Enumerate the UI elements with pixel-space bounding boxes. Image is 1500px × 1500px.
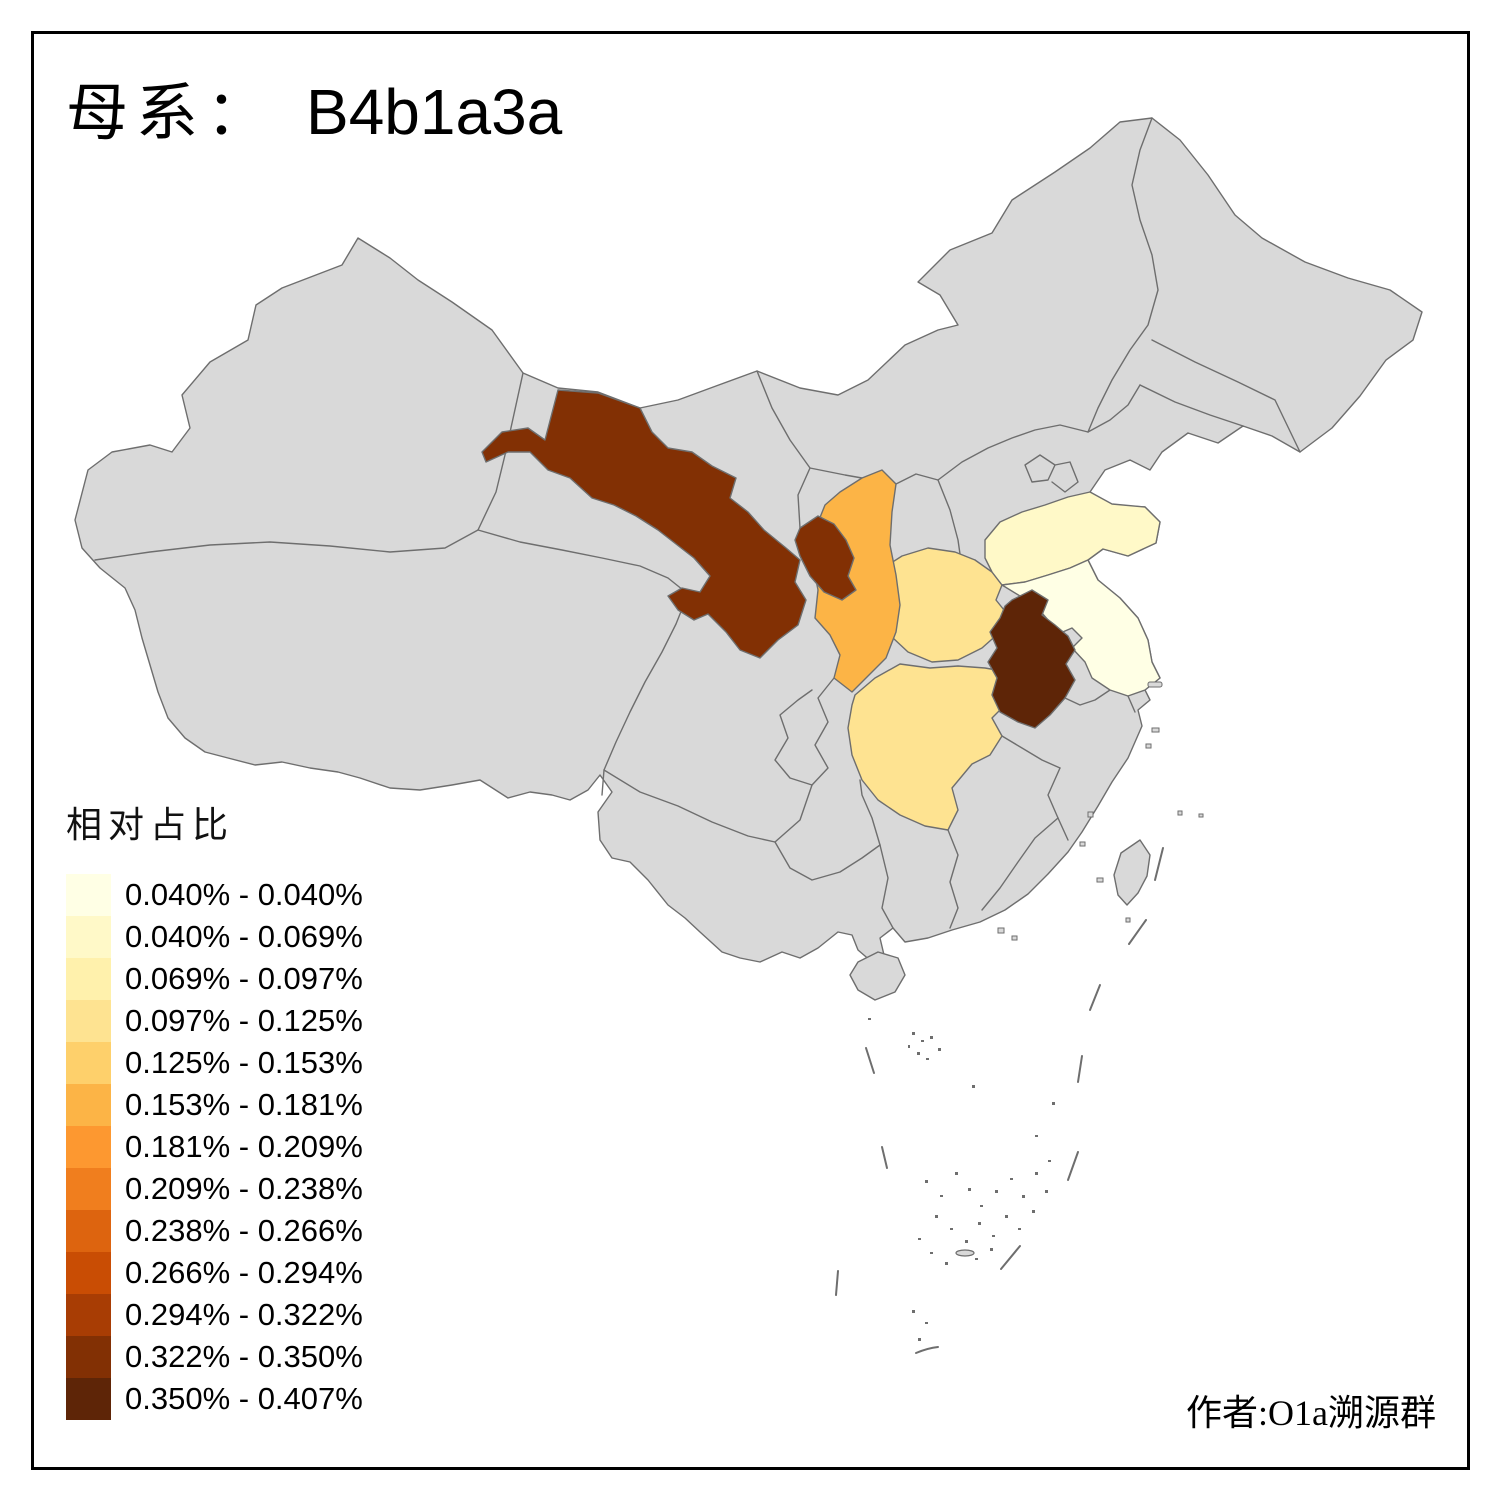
colored-provinces <box>481 389 1161 831</box>
legend-label: 0.040% - 0.069% <box>125 919 363 954</box>
province-anhui <box>987 589 1076 729</box>
legend-rows: 0.040% - 0.040% 0.040% - 0.069% 0.069% -… <box>66 874 363 1420</box>
legend-swatch <box>66 874 111 916</box>
nine-dash-line <box>835 847 1164 1354</box>
legend-swatch <box>66 1336 111 1378</box>
legend-row: 0.322% - 0.350% <box>66 1336 363 1378</box>
legend-row: 0.350% - 0.407% <box>66 1378 363 1420</box>
page-title: 母系： B4b1a3a <box>66 62 562 152</box>
legend-swatch <box>66 1084 111 1126</box>
legend-swatch <box>66 1126 111 1168</box>
legend-label: 0.266% - 0.294% <box>125 1255 363 1290</box>
legend-row: 0.153% - 0.181% <box>66 1084 363 1126</box>
title-haplogroup: B4b1a3a <box>306 76 563 148</box>
province-hubei <box>847 663 1019 831</box>
legend-label: 0.069% - 0.097% <box>125 961 363 996</box>
legend-swatch <box>66 1042 111 1084</box>
legend-label: 0.294% - 0.322% <box>125 1297 363 1332</box>
legend-swatch <box>66 1000 111 1042</box>
legend-swatch <box>66 1168 111 1210</box>
legend-swatch <box>66 916 111 958</box>
legend-row: 0.125% - 0.153% <box>66 1042 363 1084</box>
legend-row: 0.294% - 0.322% <box>66 1294 363 1336</box>
legend-row: 0.097% - 0.125% <box>66 1000 363 1042</box>
taiwan-island <box>1113 839 1151 906</box>
legend-label: 0.322% - 0.350% <box>125 1339 363 1374</box>
legend-label: 0.238% - 0.266% <box>125 1213 363 1248</box>
coastal-islands <box>997 681 1204 941</box>
south-china-sea-islands <box>868 1018 1055 1341</box>
legend-swatch <box>66 1378 111 1420</box>
legend-label: 0.350% - 0.407% <box>125 1381 363 1416</box>
legend-label: 0.040% - 0.040% <box>125 877 363 912</box>
province-gansu <box>481 389 807 659</box>
legend-row: 0.238% - 0.266% <box>66 1210 363 1252</box>
legend-swatch <box>66 1210 111 1252</box>
legend-row: 0.209% - 0.238% <box>66 1168 363 1210</box>
legend-swatch <box>66 1252 111 1294</box>
legend-row: 0.266% - 0.294% <box>66 1252 363 1294</box>
legend-row: 0.040% - 0.069% <box>66 916 363 958</box>
map-legend: 相对占比 0.040% - 0.040% 0.040% - 0.069% 0.0… <box>66 796 363 1420</box>
legend-title: 相对占比 <box>66 805 235 845</box>
legend-label: 0.097% - 0.125% <box>125 1003 363 1038</box>
legend-label: 0.153% - 0.181% <box>125 1087 363 1122</box>
attribution: 作者:O1a溯源群 <box>1186 1393 1436 1433</box>
legend-label: 0.181% - 0.209% <box>125 1129 363 1164</box>
legend-row: 0.069% - 0.097% <box>66 958 363 1000</box>
title-prefix: 母系： <box>66 80 277 148</box>
legend-label: 0.209% - 0.238% <box>125 1171 363 1206</box>
spratly-islet <box>955 1249 975 1257</box>
legend-swatch <box>66 1294 111 1336</box>
legend-label: 0.125% - 0.153% <box>125 1045 363 1080</box>
legend-row: 0.181% - 0.209% <box>66 1126 363 1168</box>
legend-row: 0.040% - 0.040% <box>66 874 363 916</box>
province-ningxia <box>794 515 857 601</box>
legend-swatch <box>66 958 111 1000</box>
hainan-island <box>849 951 906 1001</box>
